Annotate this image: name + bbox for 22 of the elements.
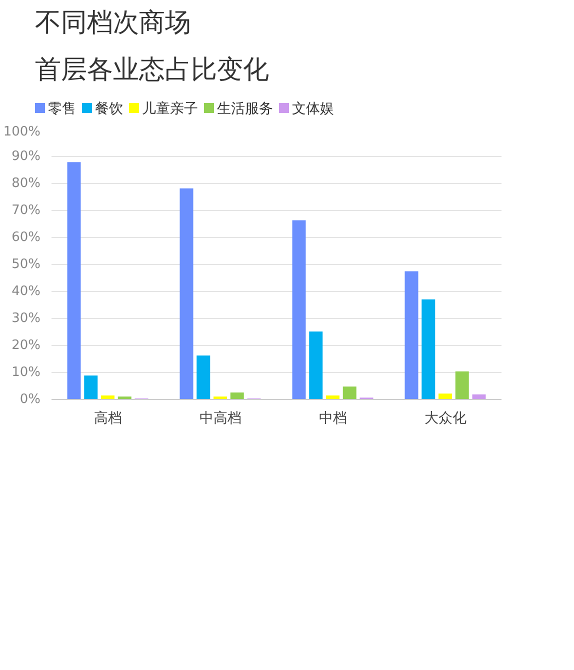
x-tick-label: 高档 [94,410,122,427]
legend-label: 文体娱 [291,100,334,120]
x-tick-label: 中档 [318,410,347,427]
y-tick-label: 70% [12,203,41,218]
y-tick-label: 100% [3,124,41,140]
y-tick-label: 40% [12,284,41,300]
legend-label: 生活服务 [216,100,273,120]
x-tick-label: 大众化 [424,410,466,427]
legend-label: 零售 [47,100,76,120]
y-tick-label: 80% [12,176,41,192]
y-tick-label: 90% [12,149,41,164]
y-tick-label: 10% [12,365,41,380]
chart-subtitle: 首层各业态占比变化 [34,54,269,88]
legend-label: 餐饮 [94,100,123,120]
x-tick-label: 中高档 [199,410,242,427]
y-tick-label: 20% [12,338,41,354]
y-tick-label: 50% [12,257,41,272]
legend-label: 儿童亲子 [141,100,198,120]
y-tick-label: 30% [12,311,41,326]
y-tick-label: 60% [12,230,41,246]
y-tick-label: 0% [20,392,40,408]
chart-title: 不同档次商场 [34,7,191,40]
